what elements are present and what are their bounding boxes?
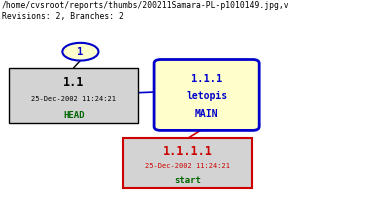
Text: MAIN: MAIN [195, 109, 218, 119]
Text: 1.1: 1.1 [63, 76, 85, 89]
Text: 1.1.1: 1.1.1 [191, 74, 222, 84]
Text: /home/cvsroot/reports/thumbs/200211Samara-PL-p1010149.jpg,v: /home/cvsroot/reports/thumbs/200211Samar… [2, 1, 289, 10]
Ellipse shape [62, 43, 98, 61]
Text: Revisions: 2, Branches: 2: Revisions: 2, Branches: 2 [2, 12, 124, 21]
Text: 25-Dec-2002 11:24:21: 25-Dec-2002 11:24:21 [31, 96, 116, 102]
Bar [123, 138, 252, 188]
Text: start: start [175, 176, 201, 185]
Text: letopis: letopis [186, 91, 227, 101]
Text: HEAD: HEAD [63, 111, 85, 120]
Text: 1.1.1.1: 1.1.1.1 [163, 145, 213, 158]
Text: 25-Dec-2002 11:24:21: 25-Dec-2002 11:24:21 [145, 163, 230, 169]
Text: 1: 1 [77, 47, 83, 57]
FancyBboxPatch shape [154, 60, 259, 130]
Bar [9, 68, 138, 123]
